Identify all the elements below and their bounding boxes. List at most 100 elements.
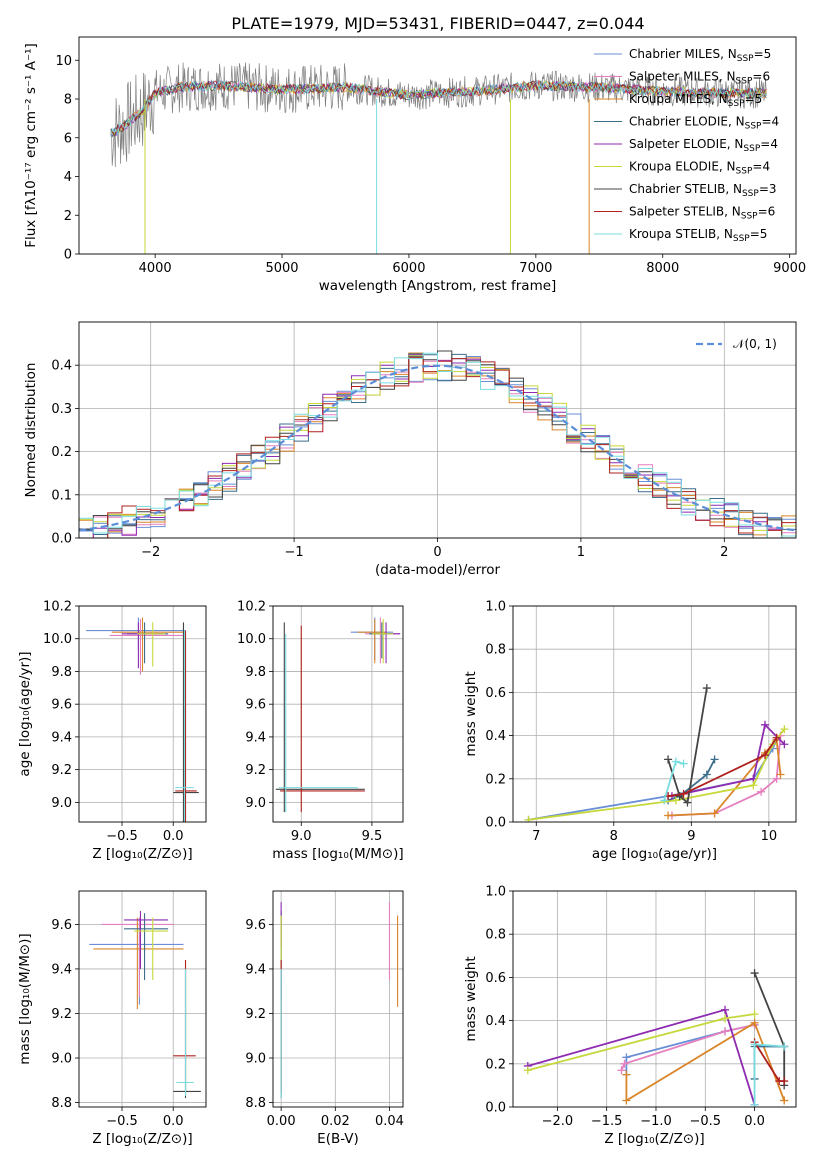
weight-point-marker [679, 789, 688, 798]
weight-point-marker [671, 757, 680, 766]
x-tick-label: 5000 [265, 261, 298, 276]
y-tick-label: 8.8 [51, 1096, 72, 1111]
weight-point-marker [780, 740, 789, 749]
weight-point-marker [710, 755, 719, 764]
model-fit-line [110, 80, 767, 137]
x-tick-label: −2 [141, 545, 160, 560]
legend-entry: Chabrier ELODIE, NSSP=4 [629, 115, 779, 132]
weight-point-marker [660, 796, 669, 805]
x-tick-label: 0.0 [163, 829, 184, 844]
axes-frame [512, 890, 797, 1108]
legend-suffix: =5 [745, 92, 763, 106]
panel-age-vs-Z: −0.5 0.0 9.0 9.2 9.4 9.6 9.8 10.0 10.2 Z [log₁₀(Z… [17, 600, 207, 862]
y-tick-label: 0.8 [485, 928, 506, 943]
legend-subscript: SSP [741, 212, 758, 222]
y-tick-label: 0.4 [485, 1014, 506, 1029]
legend-subscript: SSP [736, 167, 753, 177]
weight-point-marker [710, 809, 719, 818]
y-tick-label: 0.1 [51, 488, 72, 503]
weight-point-marker [683, 798, 692, 807]
x-tick-label: −1 [285, 545, 304, 560]
y-tick-label: 10 [55, 54, 72, 69]
weight-point-marker [622, 1070, 631, 1079]
x-tick-label: 8000 [646, 261, 679, 276]
x-tick-label: 0 [433, 545, 441, 560]
y-tick-label: 9.6 [245, 918, 266, 933]
y-axis-label: mass weight [463, 956, 479, 1041]
x-axis-label: E(B-V) [317, 1131, 359, 1147]
x-tick-label: 0.00 [267, 1114, 296, 1129]
panel-mass-vs-ebv: 0.00 0.02 0.04 8.8 9.0 9.2 9.4 9.6 E(B-V) [245, 890, 404, 1147]
x-tick-label: 2 [720, 545, 728, 560]
x-tick-label: 0.02 [321, 1114, 350, 1129]
y-axis-label: Normed distribution [23, 363, 39, 498]
weight-point-marker [749, 781, 758, 790]
axes-frame [78, 890, 207, 1108]
panel-mass-vs-Z: −0.5 0.0 8.8 9.0 9.2 9.4 9.6 Z [log₁₀(Z/Z⊙)] mas… [17, 890, 207, 1147]
legend-entry: Chabrier MILES, NSSP=5 [629, 47, 771, 64]
y-tick-label: 9.2 [51, 1007, 72, 1022]
y-tick-label: 8 [64, 93, 72, 108]
weight-point-marker [702, 684, 711, 693]
x-axis-label: (data-model)/error [375, 562, 501, 578]
weight-series-line [667, 737, 778, 797]
weight-point-marker [671, 796, 680, 805]
weight-point-marker [750, 1018, 759, 1027]
y-tick-label: 0.4 [51, 359, 72, 374]
legend-suffix: =4 [752, 160, 770, 174]
residual-histogram [79, 355, 796, 538]
y-tick-label: 0.4 [485, 729, 506, 744]
y-tick-label: 0.2 [485, 772, 506, 787]
panel-weight-vs-Z: −2.0 −1.5 −1.0 −0.5 0.0 0.0 0.2 0.4 0.6 0.8 1.0 Z [… [463, 885, 797, 1147]
y-tick-label: 9.2 [51, 763, 72, 778]
weight-point-marker [750, 1100, 759, 1107]
weight-point-marker [622, 1096, 631, 1105]
y-tick-label: 9.6 [51, 918, 72, 933]
legend-suffix: =5 [750, 227, 768, 241]
weight-point-marker [617, 1066, 626, 1075]
x-axis-label: Z [log₁₀(Z/Z⊙)] [92, 846, 192, 862]
y-tick-label: 1.0 [485, 885, 506, 900]
legend-entry: Kroupa ELODIE, NSSP=4 [629, 160, 770, 177]
weight-point-marker [780, 725, 789, 734]
panel-residuals: −2 −1 0 1 2 0.0 0.1 0.2 0.3 0.4 (data-model)/error… [23, 321, 797, 578]
y-tick-label: 1.0 [485, 600, 506, 615]
legend-label: Salpeter STELIB, N [629, 205, 741, 219]
y-axis-label: Flux [fλ10⁻¹⁷ erg cm⁻² s⁻¹ A⁻¹] [23, 43, 39, 248]
weight-point-marker [664, 811, 673, 820]
weight-point-marker [721, 1014, 730, 1023]
legend-suffix: =4 [761, 115, 779, 129]
x-tick-label: −1.5 [591, 1114, 623, 1129]
legend-subscript: SSP [745, 122, 762, 132]
legend-subscript: SSP [743, 144, 760, 154]
weight-series-line [667, 687, 708, 805]
weight-plot [523, 969, 789, 1107]
y-tick-label: 9.0 [51, 1052, 72, 1067]
x-axis-label: age [log₁₀(age/yr)] [592, 846, 717, 862]
y-tick-label: 9.4 [245, 962, 266, 977]
legend-label: Kroupa STELIB, N [629, 227, 733, 241]
weight-point-marker [772, 733, 781, 742]
y-tick-label: 9.0 [51, 796, 72, 811]
histogram-plot [79, 350, 796, 538]
panel-weight-vs-age: 7 8 9 10 0.0 0.2 0.4 0.6 0.8 1.0 age [log₁₀(age/yr… [463, 600, 797, 862]
legend-suffix: =4 [760, 137, 778, 151]
weight-point-marker [750, 969, 759, 978]
weight-point-marker [772, 774, 781, 783]
y-axis-label: mass [log₁₀(M/M⊙)] [17, 933, 33, 1064]
legend-entry: Chabrier STELIB, NSSP=3 [629, 182, 777, 199]
legend-label: Chabrier ELODIE, N [629, 115, 745, 129]
x-tick-label: 4000 [139, 261, 172, 276]
x-tick-label: 1 [577, 545, 585, 560]
x-tick-label: 9.0 [291, 829, 312, 844]
legend-label: Kroupa ELODIE, N [629, 160, 736, 174]
axes-frame [78, 321, 797, 539]
weight-point-marker [780, 1096, 789, 1105]
axes-frame [78, 605, 207, 823]
legend-entry: Salpeter STELIB, NSSP=6 [629, 205, 775, 222]
x-tick-label: −0.5 [106, 1114, 138, 1129]
x-axis-label: Z [log₁₀(Z/Z⊙)] [604, 1131, 704, 1147]
axes-frame [272, 605, 404, 823]
x-tick-label: −2.0 [542, 1114, 574, 1129]
spectrum-plot [110, 62, 767, 254]
